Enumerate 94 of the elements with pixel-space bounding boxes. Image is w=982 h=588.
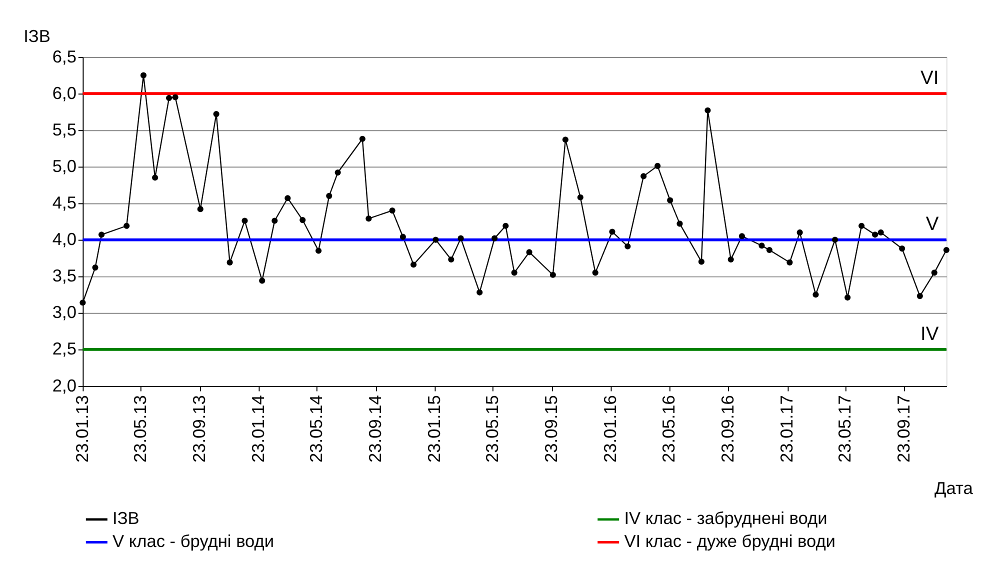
point: [916, 293, 923, 300]
point: [492, 235, 498, 242]
y-tick-label: 3,0: [52, 302, 76, 322]
y-tick-label: 6,0: [52, 82, 76, 103]
point: [872, 232, 878, 238]
point: [458, 235, 464, 242]
point: [400, 234, 406, 240]
point: [766, 246, 772, 254]
point: [550, 272, 556, 278]
point: [526, 249, 532, 256]
point: [786, 259, 793, 266]
legend-label: V клас - брудні води: [112, 531, 274, 552]
y-tick-label: 5,0: [52, 156, 76, 176]
point: [624, 243, 631, 250]
point: [166, 94, 172, 102]
point: [609, 228, 616, 235]
point: [359, 136, 366, 142]
x-tick-label: 23.01.13: [72, 395, 92, 462]
point: [80, 300, 86, 306]
point: [704, 107, 711, 114]
point: [654, 162, 661, 169]
x-tick-label: 23.09.15: [541, 395, 562, 462]
x-tick-label: 23.01.14: [248, 394, 268, 462]
point: [511, 270, 518, 276]
point: [728, 256, 734, 263]
x-tick-label: 23.05.17: [834, 395, 854, 462]
x-tick-label: 23.01.17: [776, 395, 797, 462]
y-tick-label: 6,5: [52, 46, 76, 66]
point: [698, 258, 704, 265]
x-axis-title: Дата: [934, 478, 974, 498]
x-tick-label: 23.09.13: [189, 395, 210, 462]
y-tick-label: 2,5: [52, 338, 76, 359]
point: [242, 218, 248, 224]
point: [592, 270, 598, 276]
x-tick-label: 23.09.16: [718, 395, 738, 462]
x-tick-label: 23.09.17: [894, 395, 914, 462]
point: [812, 292, 819, 298]
point: [844, 294, 851, 301]
point: [213, 111, 220, 118]
x-tick-label: 23.01.15: [424, 395, 444, 462]
y-axis-title: ІЗВ: [24, 26, 50, 46]
point: [259, 278, 266, 284]
point: [448, 256, 454, 263]
point: [272, 218, 278, 224]
x-tick-label: 23.09.14: [365, 394, 386, 462]
point: [502, 222, 509, 229]
point: [878, 229, 884, 236]
point: [315, 248, 322, 254]
point: [738, 233, 745, 240]
annotation: IV: [920, 324, 939, 345]
point: [899, 246, 906, 252]
x-tick-label: 23.05.16: [658, 395, 678, 462]
point: [858, 222, 865, 229]
point: [389, 208, 396, 214]
point: [366, 216, 372, 222]
point: [943, 246, 950, 254]
point: [832, 236, 838, 243]
point: [226, 259, 233, 266]
y-tick-label: 2,0: [52, 375, 76, 396]
point: [326, 192, 332, 199]
annotation: V: [926, 214, 939, 236]
point: [92, 264, 98, 271]
point: [410, 262, 417, 268]
x-tick-label: 23.01.16: [600, 395, 620, 462]
point: [172, 94, 178, 100]
y-tick-label: 4,0: [52, 229, 76, 250]
point: [300, 217, 306, 224]
point: [476, 289, 483, 296]
point: [667, 197, 674, 204]
annotation: VI: [920, 68, 939, 89]
point: [98, 232, 105, 238]
legend-label: IV клас - забруднені води: [624, 508, 828, 528]
y-tick-label: 5,5: [52, 119, 76, 140]
legend-label: ІЗВ: [112, 508, 140, 528]
point: [796, 229, 803, 236]
point: [197, 206, 204, 212]
point: [758, 242, 765, 249]
x-tick-label: 23.05.14: [306, 394, 326, 462]
point: [140, 72, 147, 78]
point: [577, 194, 584, 200]
point: [676, 220, 683, 227]
x-tick-label: 23.05.13: [130, 395, 150, 462]
point: [931, 270, 938, 276]
x-tick-label: 23.05.15: [482, 395, 502, 462]
point: [284, 195, 291, 202]
y-tick-label: 3,5: [52, 266, 76, 286]
point: [562, 136, 568, 143]
point: [152, 174, 158, 181]
y-tick-label: 4,5: [52, 192, 76, 213]
legend-label: VI клас - дуже брудні води: [624, 531, 836, 552]
point: [640, 173, 647, 180]
point: [432, 236, 439, 243]
point: [334, 169, 341, 176]
point: [124, 222, 130, 229]
